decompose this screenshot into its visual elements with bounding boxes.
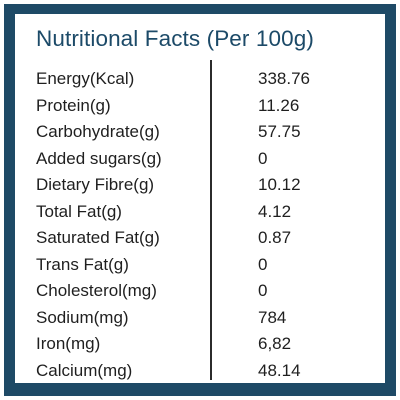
nutrient-label: Sodium(mg) <box>36 307 129 327</box>
nutrient-label: Energy(Kcal) <box>36 69 135 89</box>
nutrient-label: Calcium(mg) <box>36 360 133 380</box>
nutrient-value: 0 <box>258 148 268 168</box>
nutrient-label: Iron(mg) <box>36 334 101 354</box>
nutrient-value: 338.76 <box>258 69 310 89</box>
nutrient-label: Cholesterol(mg) <box>36 281 157 301</box>
nutrient-row-dietary-fibre: Dietary Fibre(g) 10.12 <box>36 172 366 199</box>
nutrient-value: 10.12 <box>258 175 301 195</box>
nutrient-row-sodium: Sodium(mg) 784 <box>36 305 366 332</box>
nutrient-value: 11.26 <box>258 95 300 115</box>
nutrient-value: 0.87 <box>258 228 292 248</box>
nutrition-panel: Nutritional Facts (Per 100g) Energy(Kcal… <box>15 14 385 383</box>
nutrient-value: 0 <box>258 281 268 301</box>
panel-title: Nutritional Facts (Per 100g) <box>36 26 314 51</box>
nutrition-table: Energy(Kcal) 338.76 Protein(g) 11.26 Car… <box>36 66 366 384</box>
nutrient-row-iron: Iron(mg) 6,82 <box>36 331 366 358</box>
nutrient-value: 784 <box>258 307 287 327</box>
nutrition-panel-frame: Nutritional Facts (Per 100g) Energy(Kcal… <box>4 4 396 396</box>
nutrient-value: 6,82 <box>258 334 292 354</box>
nutrient-row-added-sugars: Added sugars(g) 0 <box>36 146 366 173</box>
nutrient-row-trans-fat: Trans Fat(g) 0 <box>36 252 366 279</box>
nutrient-value: 57.75 <box>258 122 301 142</box>
nutrient-label: Total Fat(g) <box>36 201 122 221</box>
nutrient-label: Added sugars(g) <box>36 148 162 168</box>
nutrient-row-total-fat: Total Fat(g) 4.12 <box>36 199 366 226</box>
nutrient-label: Saturated Fat(g) <box>36 228 160 248</box>
nutrient-label: Dietary Fibre(g) <box>36 175 155 195</box>
nutrient-label: Trans Fat(g) <box>36 254 129 274</box>
nutrient-value: 4.12 <box>258 201 292 221</box>
nutrient-row-protein: Protein(g) 11.26 <box>36 93 366 120</box>
nutrient-row-cholesterol: Cholesterol(mg) 0 <box>36 278 366 305</box>
nutrient-row-energy: Energy(Kcal) 338.76 <box>36 66 366 93</box>
nutrient-row-saturated-fat: Saturated Fat(g) 0.87 <box>36 225 366 252</box>
nutrient-label: Carbohydrate(g) <box>36 122 160 142</box>
nutrient-label: Protein(g) <box>36 95 111 115</box>
nutrient-value: 0 <box>258 254 268 274</box>
column-divider <box>210 60 212 380</box>
nutrient-row-carbohydrate: Carbohydrate(g) 57.75 <box>36 119 366 146</box>
nutrient-value: 48.14 <box>258 360 301 380</box>
nutrient-row-calcium: Calcium(mg) 48.14 <box>36 358 366 385</box>
